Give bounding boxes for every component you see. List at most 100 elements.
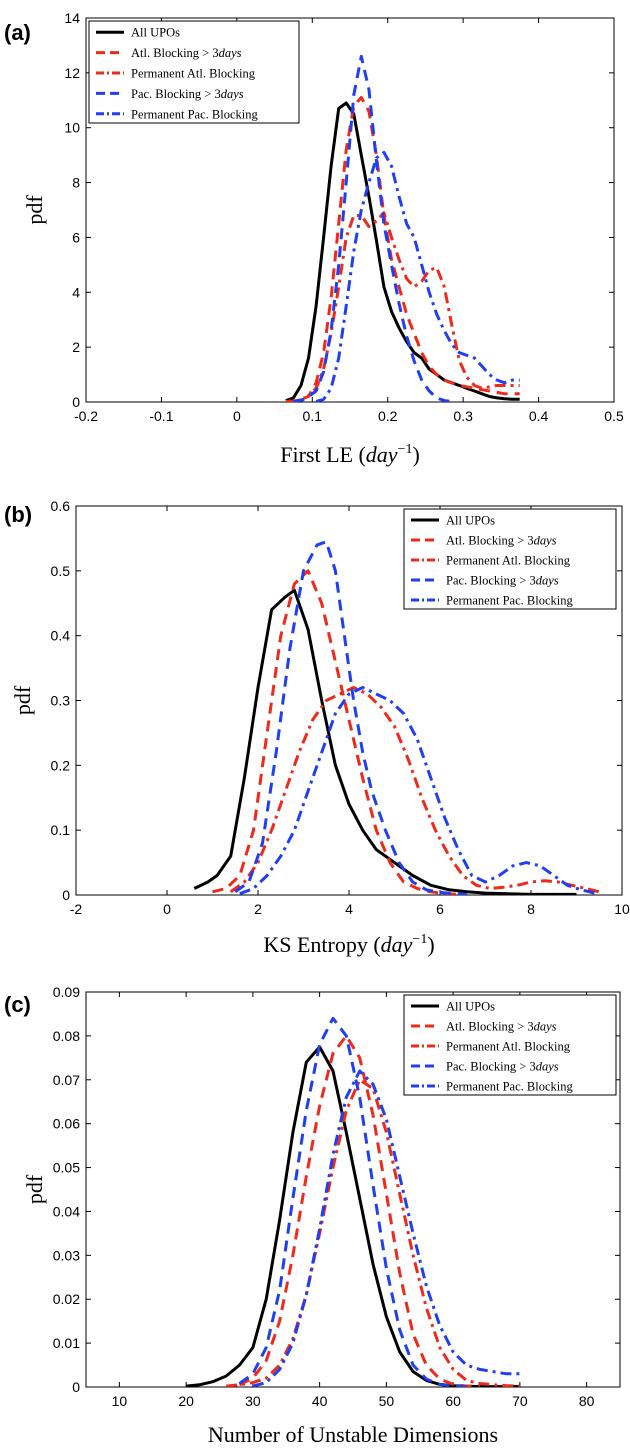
- x-axis-unit: day: [381, 932, 413, 957]
- panel-label: (a): [4, 20, 31, 45]
- x-tick-label: 4: [345, 901, 353, 917]
- legend-box: [403, 994, 617, 1096]
- series-line-3: [293, 211, 520, 402]
- panel-label: (b): [4, 502, 32, 527]
- x-axis-label: Number of Unstable Dimensions: [208, 1422, 498, 1447]
- series-line-4: [238, 1016, 467, 1387]
- legend-label: Permanent Pac. Blocking: [131, 107, 258, 121]
- x-axis-label: KS Entropy (day−1): [263, 932, 434, 957]
- legend-label: Permanent Atl. Blocking: [446, 1040, 571, 1054]
- y-tick-label: 0: [62, 887, 70, 903]
- y-tick-label: 0.09: [53, 984, 80, 1000]
- legend: All UPOs Atl. Blocking > 3days Permanent A…: [403, 508, 617, 610]
- x-tick-label: 8: [527, 901, 535, 917]
- y-tick-label: 0: [72, 1379, 80, 1395]
- x-axis-label-text: KS Entropy: [263, 932, 368, 957]
- x-tick-label: 0.1: [303, 408, 323, 424]
- legend-label: Pac. Blocking > 3days: [446, 574, 559, 588]
- y-tick-label: 10: [64, 120, 80, 136]
- x-tick-label: -0.2: [74, 408, 98, 424]
- y-tick-label: 8: [72, 175, 80, 191]
- legend-label: All UPOs: [446, 514, 495, 528]
- x-tick-label: 0: [233, 408, 241, 424]
- legend-box: [403, 508, 617, 610]
- series-line-1: [285, 101, 520, 402]
- x-tick-label: 10: [614, 901, 630, 917]
- y-axis-label: pdf: [22, 1174, 47, 1204]
- series-line-4: [293, 54, 452, 402]
- x-tick-label: 40: [312, 1393, 328, 1409]
- legend-label: Pac. Blocking > 3days: [446, 1060, 559, 1074]
- y-tick-label: 14: [64, 10, 80, 26]
- y-tick-label: 0: [72, 394, 80, 410]
- y-tick-label: 0.6: [51, 498, 71, 514]
- y-tick-label: 0.07: [53, 1072, 80, 1088]
- plot-frame: [85, 17, 615, 403]
- legend-label: Permanent Pac. Blocking: [446, 1080, 573, 1094]
- x-axis-unit-exponent: −1: [412, 932, 427, 947]
- x-tick-label: 0.5: [604, 408, 624, 424]
- series-line-2: [285, 96, 520, 402]
- legend: All UPOs Atl. Blocking > 3days Permanent A…: [403, 994, 617, 1096]
- legend-label: Permanent Atl. Blocking: [131, 67, 256, 81]
- x-tick-label: 50: [379, 1393, 395, 1409]
- series-line-1: [193, 588, 577, 895]
- x-axis-unit: day: [366, 442, 398, 467]
- y-tick-label: 0.5: [51, 563, 71, 579]
- x-tick-label: 30: [245, 1393, 261, 1409]
- legend-label: Atl. Blocking > 3days: [446, 534, 557, 548]
- series-line-3: [229, 686, 600, 894]
- series-line-2: [212, 569, 459, 895]
- y-tick-label: 2: [72, 339, 80, 355]
- x-tick-label: 0.4: [529, 408, 549, 424]
- panel-label: (c): [4, 992, 31, 1017]
- x-axis-label-text: First LE: [280, 442, 353, 467]
- y-tick-label: 0.01: [53, 1335, 80, 1351]
- x-tick-label: -0.1: [149, 408, 173, 424]
- x-axis-label-text: Number of Unstable Dimensions: [208, 1422, 498, 1447]
- x-tick-label: 20: [178, 1393, 194, 1409]
- y-tick-label: 0.04: [53, 1203, 80, 1219]
- y-tick-label: 4: [72, 284, 80, 300]
- y-tick-label: 12: [64, 65, 80, 81]
- x-axis-unit-exponent: −1: [398, 442, 413, 457]
- x-tick-label: 10: [112, 1393, 128, 1409]
- x-tick-label: 0: [163, 901, 171, 917]
- legend-label: Atl. Blocking > 3days: [446, 1020, 557, 1034]
- legend-label: Permanent Atl. Blocking: [446, 554, 571, 568]
- legend-label: All UPOs: [131, 26, 180, 40]
- y-tick-label: 0.02: [53, 1291, 80, 1307]
- legend-box: [88, 20, 300, 124]
- series-line-2: [238, 1034, 480, 1387]
- series-line-5: [252, 1069, 520, 1387]
- x-tick-label: 6: [436, 901, 444, 917]
- y-tick-label: 0.03: [53, 1247, 80, 1263]
- series-line-3: [226, 1078, 520, 1387]
- panel-1: (a) -0.2 -0.1 0 0.1 0.2 0.3 0.4 0.5 0 2 4 6 8 10 12 14 Fi…: [4, 10, 624, 467]
- y-axis-label: pdf: [10, 685, 35, 715]
- y-tick-label: 0.3: [51, 693, 71, 709]
- legend-label: Atl. Blocking > 3days: [131, 46, 242, 60]
- y-axis-label: pdf: [22, 195, 47, 225]
- series-line-5: [315, 150, 520, 402]
- legend-label: Pac. Blocking > 3days: [131, 87, 244, 101]
- y-tick-label: 6: [72, 229, 80, 245]
- y-tick-label: 0.08: [53, 1028, 80, 1044]
- x-tick-label: 80: [579, 1393, 595, 1409]
- legend: All UPOs Atl. Blocking > 3days Permanent A…: [88, 20, 300, 124]
- x-axis-label: First LE (day−1): [280, 442, 420, 467]
- x-tick-label: 2: [254, 901, 262, 917]
- panel-3: (c) 10 20 30 40 50 60 70 80 0 0.01 0.02 0.03 0.04 0.05…: [4, 984, 621, 1447]
- y-tick-label: 0.2: [51, 757, 71, 773]
- y-tick-label: 0.4: [51, 628, 71, 644]
- legend-label: All UPOs: [446, 1000, 495, 1014]
- y-tick-label: 0.05: [53, 1160, 80, 1176]
- x-tick-label: 70: [512, 1393, 528, 1409]
- x-tick-label: 0.2: [378, 408, 398, 424]
- series-line-5: [239, 686, 596, 895]
- y-tick-label: 0.1: [51, 822, 71, 838]
- x-tick-label: 0.3: [453, 408, 473, 424]
- y-tick-label: 0.06: [53, 1116, 80, 1132]
